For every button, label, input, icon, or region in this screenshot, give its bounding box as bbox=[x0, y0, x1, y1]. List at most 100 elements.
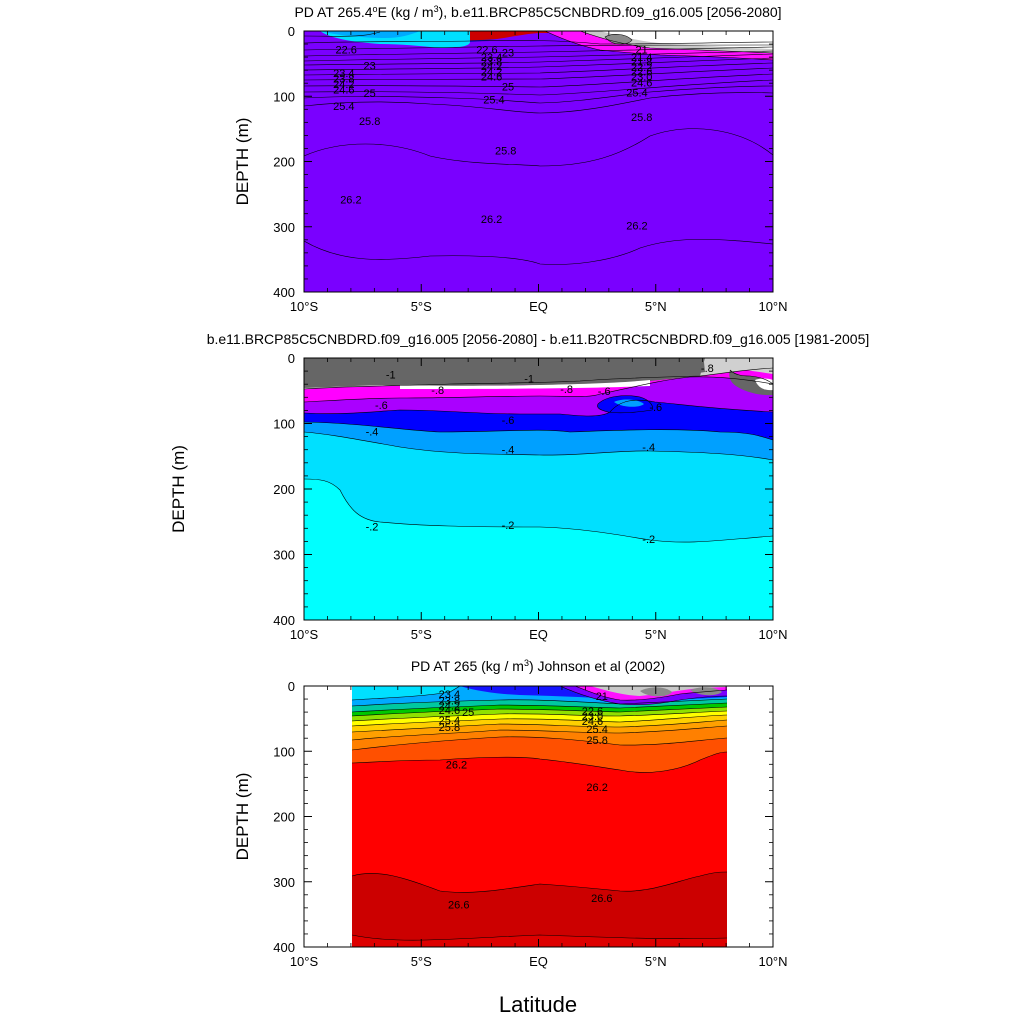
contour-label: -.6 bbox=[375, 400, 388, 412]
x-tick-label: 5°N bbox=[645, 954, 667, 969]
contour-label: 26.2 bbox=[340, 194, 361, 206]
y-tick-label: 300 bbox=[273, 220, 295, 235]
y-tick-label: 200 bbox=[273, 810, 295, 825]
contour-label: 21.4 bbox=[631, 52, 652, 64]
contour-label: 23 bbox=[364, 61, 376, 73]
contour-label: -.4 bbox=[366, 426, 379, 438]
contour-label: 23.4 bbox=[333, 68, 354, 80]
contour-label: -.6 bbox=[598, 386, 611, 398]
contour-label: 25.4 bbox=[483, 95, 504, 107]
y-tick-label: 300 bbox=[273, 548, 295, 563]
x-tick-label: 10°N bbox=[758, 954, 787, 969]
x-tick-label: EQ bbox=[529, 627, 548, 642]
x-tick-label: 5°N bbox=[645, 299, 667, 314]
contour-label: 22.2 bbox=[631, 62, 652, 74]
contour-label: 21 bbox=[596, 691, 608, 703]
contour-label: -.2 bbox=[366, 521, 379, 533]
x-tick-label: 5°N bbox=[645, 627, 667, 642]
contour-label: 25.4 bbox=[586, 724, 607, 736]
panel-3-contour-labels: 23.423.824.224.6 2525.425.826.226.62122.6… bbox=[439, 689, 613, 912]
panel-1: PD AT 265.4oE (kg / m3), b.e11.BRCP85C5C… bbox=[294, 4, 782, 293]
y-tick-label: 0 bbox=[288, 24, 295, 39]
contour-label: 24.6 bbox=[631, 78, 652, 90]
contour-label: 23.8 bbox=[439, 695, 460, 707]
contour-label: 23.0 bbox=[631, 72, 652, 84]
contour-label: -.4 bbox=[502, 445, 515, 457]
contour-label: -.8 bbox=[701, 363, 714, 375]
contour-label: 25.8 bbox=[586, 735, 607, 747]
y-tick-label: 200 bbox=[273, 482, 295, 497]
contour-label: 25.8 bbox=[359, 116, 380, 128]
contour-label: 25 bbox=[364, 88, 376, 100]
contour-label: 25 bbox=[502, 81, 514, 93]
x-tick-label: 5°S bbox=[411, 299, 432, 314]
y-tick-label: 0 bbox=[288, 679, 295, 694]
x-tick-label: 10°N bbox=[758, 299, 787, 314]
contour-label: 21 bbox=[636, 44, 648, 56]
contour-label: 22.6 bbox=[582, 706, 603, 718]
x-tick-label: 5°S bbox=[411, 627, 432, 642]
y-tick-label: 400 bbox=[273, 613, 295, 628]
x-tick-label: EQ bbox=[529, 954, 548, 969]
y-tick-label: 0 bbox=[288, 351, 295, 366]
contour-label: 26.6 bbox=[448, 900, 469, 912]
contour-label: -.6 bbox=[649, 402, 662, 414]
contour-label: 25.8 bbox=[495, 145, 516, 157]
x-tick-label: 10°S bbox=[290, 954, 319, 969]
x-tick-label: 10°S bbox=[290, 627, 319, 642]
y-tick-label: 100 bbox=[273, 89, 295, 104]
y-tick-label: 100 bbox=[273, 744, 295, 759]
contour-label: 21.8 bbox=[631, 57, 652, 69]
panel-3-title: PD AT 265 (kg / m3) Johnson et al (2002) bbox=[411, 658, 665, 674]
contour-label: 24.2 bbox=[439, 701, 460, 713]
contour-label: -.8 bbox=[431, 385, 444, 397]
contour-label: -.2 bbox=[642, 534, 655, 546]
contour-label: 26.2 bbox=[446, 759, 467, 771]
contour-label: -1 bbox=[524, 373, 534, 385]
contour-label: 23.0 bbox=[582, 711, 603, 723]
contour-label: -.6 bbox=[502, 415, 515, 427]
contour-label: 22.6 bbox=[631, 66, 652, 78]
contour-label: 25.8 bbox=[439, 722, 460, 734]
contour-label: 24.6 bbox=[439, 705, 460, 717]
panel-3-observed-field bbox=[352, 686, 727, 947]
contour-label: 26.2 bbox=[586, 782, 607, 794]
panel-2-difference-field bbox=[304, 358, 773, 620]
contour-label: 23.4 bbox=[439, 689, 460, 701]
contour-label: 25 bbox=[462, 707, 474, 719]
contour-label: 24.2 bbox=[481, 66, 502, 78]
contour-label: 23.4 bbox=[481, 52, 502, 64]
contour-label: 26.2 bbox=[626, 220, 647, 232]
contour-label: 22.6 bbox=[476, 44, 497, 56]
panel-2: b.e11.BRCP85C5CNBDRD.f09_g16.005 [2056-2… bbox=[207, 331, 870, 621]
y-axis-title: DEPTH (m) bbox=[233, 118, 252, 206]
contour-label: 24.2 bbox=[481, 61, 502, 73]
x-tick-label: 5°S bbox=[411, 954, 432, 969]
y-tick-label: 400 bbox=[273, 940, 295, 955]
y-axis-title: DEPTH (m) bbox=[233, 773, 252, 861]
panel-3: PD AT 265 (kg / m3) Johnson et al (2002) bbox=[303, 658, 774, 948]
contour-label: -.4 bbox=[642, 442, 655, 454]
y-tick-label: 400 bbox=[273, 285, 295, 300]
contour-label: 25.4 bbox=[333, 101, 354, 113]
contour-label: -.8 bbox=[560, 384, 573, 396]
contour-label: 26.6 bbox=[591, 893, 612, 905]
y-tick-label: 300 bbox=[273, 875, 295, 890]
contour-label: -.2 bbox=[502, 520, 515, 532]
contour-label: 25.4 bbox=[439, 715, 460, 727]
x-tick-label: 10°S bbox=[290, 299, 319, 314]
contour-label: -1 bbox=[386, 369, 396, 381]
panel-2-title: b.e11.BRCP85C5CNBDRD.f09_g16.005 [2056-2… bbox=[207, 331, 870, 347]
x-axis-title: Latitude bbox=[499, 992, 577, 1017]
panel-1-density-field bbox=[304, 31, 773, 292]
contour-label: 22.6 bbox=[335, 44, 356, 56]
axes-layer: 10°S 5°S EQ 5°N 10°N 0 100 200 300 400 DEPTH (m) 10… bbox=[169, 24, 788, 969]
y-axis-title: DEPTH (m) bbox=[169, 445, 188, 533]
contour-label: 23.8 bbox=[481, 57, 502, 69]
contour-label: 24.6 bbox=[582, 716, 603, 728]
panel-2-contour-labels: -1 -1 -.8 -.8 -.8 -.6 -.6 -.6 -.6 -.4 -.4 -.4 -.2 -.2… bbox=[366, 363, 714, 546]
contour-label: 23 bbox=[502, 48, 514, 60]
panel-1-title: PD AT 265.4oE (kg / m3), b.e11.BRCP85C5C… bbox=[294, 4, 781, 20]
